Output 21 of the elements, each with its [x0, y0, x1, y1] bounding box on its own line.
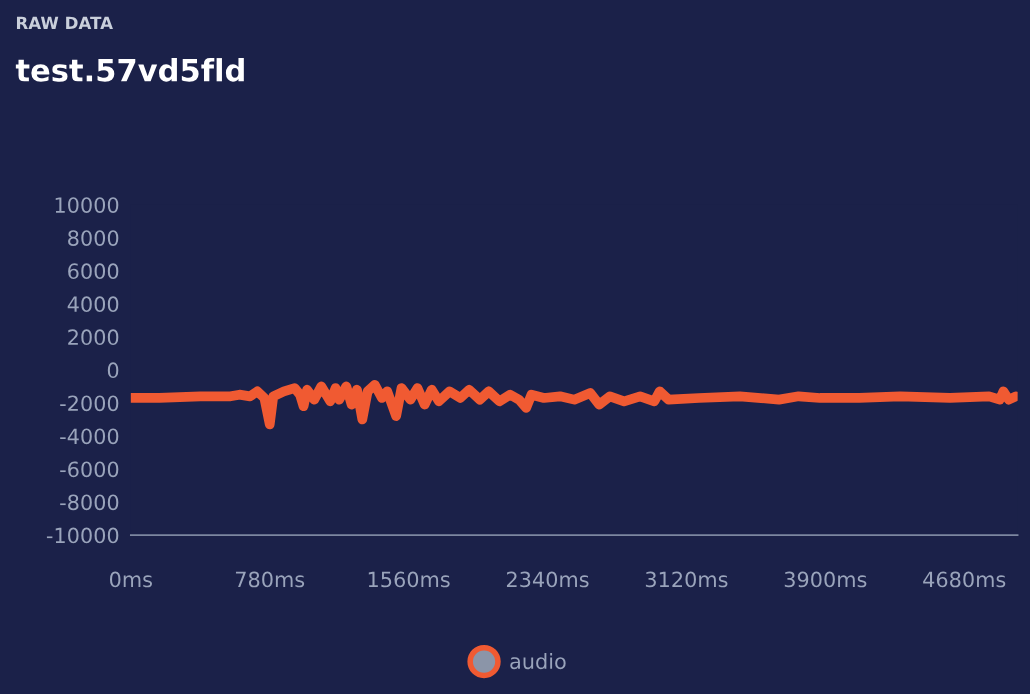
x-tick-label: 4680ms [923, 571, 1006, 588]
y-tick-label: -8000 [60, 494, 119, 511]
x-tick-label: 780ms [235, 571, 305, 588]
x-tick-label: 3900ms [784, 571, 867, 588]
y-tick-label: -2000 [60, 395, 119, 412]
x-tick-label: 1560ms [368, 571, 450, 588]
y-tick-label: -10000 [46, 527, 119, 544]
chart-subtitle: RAW DATA [16, 16, 113, 29]
y-tick-label: 4000 [67, 296, 119, 313]
y-tick-label: -4000 [60, 428, 119, 445]
y-tick-label: 6000 [68, 263, 119, 280]
y-tick-label: 0 [107, 362, 119, 379]
x-tick-label: 0ms [109, 571, 152, 588]
legend-label: audio [510, 653, 566, 670]
x-tick-label: 2340ms [506, 571, 589, 588]
y-tick-label: -6000 [60, 461, 119, 478]
y-tick-label: 8000 [68, 230, 119, 246]
x-tick-label: 3120ms [645, 571, 728, 588]
y-tick-label: 10000 [55, 197, 119, 213]
chart-title: test.57vd5fld [15, 58, 244, 82]
y-tick-label: 2000 [68, 329, 119, 346]
